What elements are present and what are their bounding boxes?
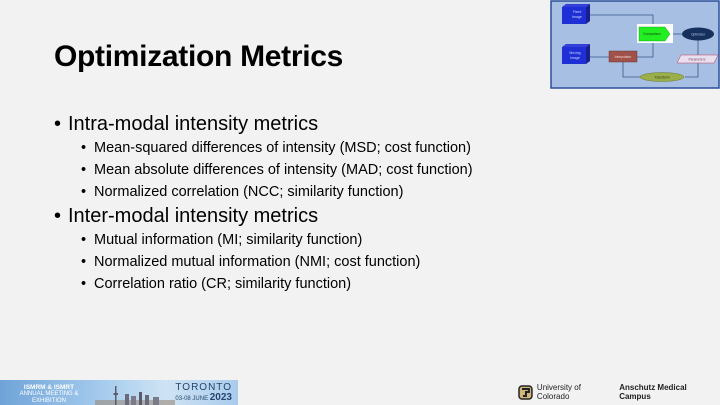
svg-text:Interpolator: Interpolator — [615, 55, 633, 59]
svg-text:Parameters: Parameters — [688, 58, 705, 62]
parameters-block — [676, 54, 719, 64]
comparison-block — [638, 26, 671, 42]
interpolator-block — [608, 50, 638, 63]
fixed-image-label: Fixed — [573, 10, 582, 14]
svg-text:Comparison: Comparison — [643, 32, 661, 36]
bullet-list: Intra-modal intensity metrics Mean-squar… — [54, 111, 473, 295]
svg-text:Optimizer: Optimizer — [691, 33, 706, 37]
slide-title: Optimization Metrics — [54, 40, 344, 73]
cu-logo-icon — [518, 384, 533, 400]
moving-image-label: Moving — [569, 51, 580, 55]
conference-name: ISMRM & ISMRT ANNUAL MEETING & EXHIBITIO… — [19, 384, 79, 404]
svg-text:Transform: Transform — [655, 76, 670, 80]
bullet-ncc: Normalized correlation (NCC; similarity … — [54, 181, 473, 203]
bullet-cr: Correlation ratio (CR; similarity functi… — [54, 273, 473, 295]
bullet-inter-modal: Inter-modal intensity metrics — [54, 203, 473, 229]
bullet-msd: Mean-squared differences of intensity (M… — [54, 137, 473, 159]
moving-image-block: Moving Image — [562, 44, 590, 64]
conference-dates: 03-08 JUNE 2023 — [175, 392, 232, 403]
conference-city: TORONTO — [175, 382, 232, 393]
university-logo: University of Colorado Anschutz Medical … — [518, 383, 720, 401]
optimizer-block — [682, 27, 714, 41]
transform-block — [639, 72, 685, 82]
conference-banner: ISMRM & ISMRT ANNUAL MEETING & EXHIBITIO… — [0, 380, 238, 405]
bullet-mad: Mean absolute differences of intensity (… — [54, 159, 473, 181]
fixed-image-block: Fixed Image — [562, 4, 590, 24]
bullet-intra-modal: Intra-modal intensity metrics — [54, 111, 473, 137]
toronto-skyline-image — [95, 386, 175, 405]
registration-diagram: Fixed Image Moving Image Interpolator Co… — [550, 0, 720, 89]
bullet-nmi: Normalized mutual information (NMI; cost… — [54, 251, 473, 273]
svg-text:Image: Image — [572, 15, 582, 19]
bullet-mi: Mutual information (MI; similarity funct… — [54, 229, 473, 251]
svg-text:Image: Image — [570, 56, 580, 60]
